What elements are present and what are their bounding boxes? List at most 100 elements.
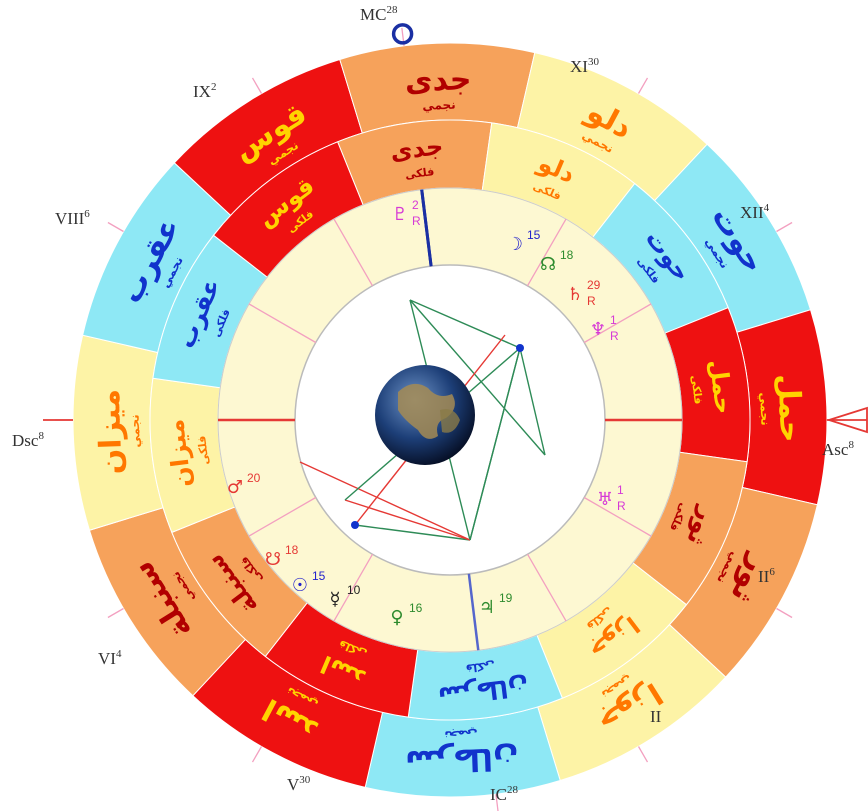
house-cusp-label: IC28 [490,784,519,804]
house-cusp-tick [637,77,649,94]
planet-glyph-icon: ♃ [479,597,495,618]
cusp-degree: 4 [116,648,122,660]
aspect-node [351,521,359,529]
house-cusp-line [526,218,567,287]
house-cusp-line [248,303,317,344]
planet-marker: ☊ 18 [540,248,574,275]
aspect-line [354,524,471,541]
cusp-degree: 6 [84,208,90,220]
planet-degree: 10 [347,583,361,597]
planet-degree: 15 [312,569,326,583]
house-cusp-label: VI4 [98,648,122,668]
aspect-line [519,347,546,456]
planet-marker: ♃ 19 [479,591,513,618]
earth-land-icon [398,383,455,439]
planet-glyph-icon: ☽ [507,234,523,255]
inner-sign-sub: فلكى [465,658,496,674]
planet-marker: ♂ 20 [227,471,261,498]
planet-degree: 1 [610,313,617,327]
planet-degree: 19 [499,591,513,605]
planet-retro: R [617,499,626,513]
house-cusp-label: II [650,707,662,726]
cusp-name: VIII [55,209,85,228]
house-cusp-tick [107,607,124,619]
cusp-degree: 8 [848,439,854,451]
planet-degree: 1 [617,483,624,497]
outer-sign-sub: نجمي [444,727,478,742]
planet-glyph-icon: ☿ [329,589,340,610]
planet-marker: ♇ 2 R [392,198,421,228]
house-cusp-label: XI30 [570,56,599,76]
planet-retro: R [587,294,596,308]
cusp-degree: 30 [588,56,600,68]
inner-sign-sub: فلكى [195,435,211,466]
cusp-degree: 28 [507,784,519,796]
house-cusp-tick [251,746,263,763]
outer-sign-name: سرطان [405,740,519,779]
cusp-name: XII [740,203,764,222]
cusp-name: MC [360,5,386,24]
house-cusp-label: MC28 [360,4,398,24]
planet-glyph-icon: ♇ [392,204,408,225]
planet-glyph-icon: ☉ [292,575,308,596]
house-cusp-line [526,553,567,622]
planet-marker: ♄ 29 R [567,278,601,308]
planet-marker: ☽ 15 [507,228,541,255]
planet-glyph-icon: ☋ [265,549,281,570]
cusp-degree: 6 [769,566,775,578]
house-cusp-label: Dsc8 [12,430,44,450]
house-cusp-labels: MC28XI30XII4Asc8II6IIIC28V30VI4Dsc8VIII6… [12,4,854,804]
planet-degree: 2 [412,198,419,212]
planet-marker: ☿ 10 [329,583,360,610]
planet-marker: ♆ 1 R [590,313,619,343]
house-cusp-label: Asc8 [822,439,854,459]
earth-globe-icon [375,365,475,465]
aspect-line [344,499,471,541]
house-cusp-line [583,496,652,537]
aspect-line [299,461,471,541]
cusp-degree: 8 [38,430,44,442]
mc-axis-line [420,189,433,267]
cusp-degree: 4 [764,202,770,214]
planet-glyph-icon: ♅ [597,489,613,510]
planet-degree: 18 [285,543,299,557]
outer-sign-sub: نجمي [422,98,456,113]
house-cusp-line [467,573,480,651]
house-cusp-line [248,496,317,537]
earth-land-icon [440,409,460,433]
outer-sign-name: حمل [771,373,808,443]
house-cusp-line [333,218,374,287]
cusp-degree: 28 [386,4,398,16]
house-cusp-line [583,303,652,344]
outer-sign-name: ميزان [92,389,130,476]
planet-degree: 20 [247,471,261,485]
cusp-degree: 2 [211,81,217,93]
planet-glyph-icon: ♄ [567,284,583,305]
cusp-name: V [287,775,300,794]
cusp-name: VI [98,649,116,668]
house-cusp-tick [776,607,793,619]
aspect-line [409,299,546,456]
planet-degree: 29 [587,278,601,292]
cusp-name: XI [570,57,588,76]
planet-marker: ♀ 16 [390,601,422,628]
planet-glyph-icon: ♀ [390,607,403,628]
house-cusp-label: V30 [287,774,311,794]
inner-sign-name: جدی [389,132,445,166]
inner-sign-sub: فلكى [688,374,704,405]
cusp-name: IX [193,82,211,101]
house-cusp-label: IX2 [193,81,216,101]
house-cusp-tick [251,77,263,94]
cusp-name: IC [490,785,507,804]
outer-sign-name: جدی [404,62,472,99]
cusp-name: II [758,567,770,586]
planet-glyph-icon: ♆ [590,319,606,340]
outer-sign-sub: نجمي [757,392,772,426]
inner-sign-name: حمل [704,358,738,416]
planet-marker: ♅ 1 R [597,483,626,513]
planet-glyph-icon: ♂ [227,477,243,498]
inner-sign-sub: فلكى [404,165,435,181]
